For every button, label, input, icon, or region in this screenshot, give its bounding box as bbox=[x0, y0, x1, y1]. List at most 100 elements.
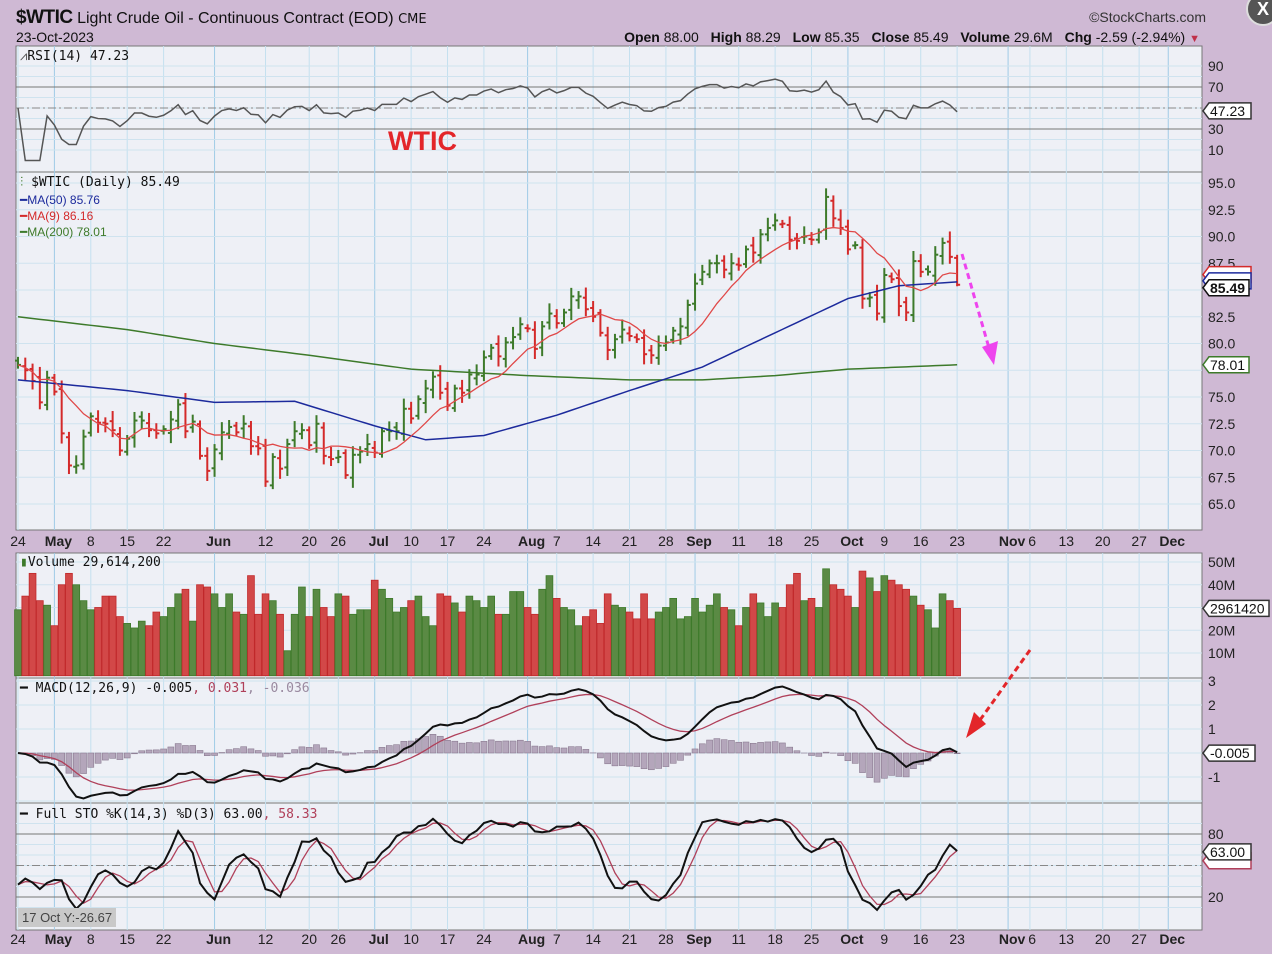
price-bar bbox=[568, 287, 575, 321]
volume-bar bbox=[28, 572, 37, 677]
price-bar bbox=[852, 241, 859, 250]
macd-tag-box bbox=[1202, 744, 1256, 762]
bottom-date-label: Oct bbox=[840, 931, 864, 947]
price-tick: 82.5 bbox=[1208, 309, 1235, 325]
price-bar bbox=[633, 333, 640, 343]
date-label: May bbox=[45, 533, 72, 549]
rsi-icon: ⩘ bbox=[20, 49, 28, 64]
bottom-date-label: 12 bbox=[258, 931, 274, 947]
macd-histogram-bar bbox=[677, 752, 684, 761]
macd-histogram-bar bbox=[742, 741, 750, 754]
price-bar bbox=[888, 272, 895, 284]
macd-histogram-bar bbox=[560, 747, 568, 754]
panel-price bbox=[15, 171, 1203, 531]
price-bar bbox=[277, 449, 284, 479]
macd-histogram-bar bbox=[815, 752, 823, 757]
exchange: CME bbox=[398, 12, 427, 27]
macd-histogram-bar bbox=[87, 752, 95, 768]
price-bar bbox=[44, 370, 51, 411]
date-label: 7 bbox=[553, 533, 561, 549]
volume-bar bbox=[378, 588, 386, 677]
macd-histogram-bar bbox=[655, 752, 662, 769]
macd-histogram-bar bbox=[837, 752, 844, 756]
volume-bar bbox=[501, 613, 510, 677]
sto-tag-box bbox=[1202, 843, 1252, 861]
date-label: 28 bbox=[658, 533, 674, 549]
price-bar bbox=[757, 229, 764, 264]
volume-tick: 50M bbox=[1208, 554, 1235, 570]
bottom-date-label: Nov bbox=[999, 931, 1026, 947]
volume-bar bbox=[421, 616, 430, 677]
bottom-date-label: 23 bbox=[949, 931, 965, 947]
price-bar bbox=[859, 239, 866, 309]
volume-bar bbox=[582, 616, 590, 677]
price-bar bbox=[116, 427, 123, 456]
price-bar bbox=[743, 245, 749, 268]
macd-histogram-bar bbox=[662, 752, 670, 767]
price-bar bbox=[793, 233, 800, 250]
volume-bar bbox=[538, 588, 546, 677]
volume-bar bbox=[676, 618, 685, 677]
macd-histogram-bar bbox=[786, 746, 793, 754]
macd-histogram-bar bbox=[349, 752, 357, 755]
macd-histogram-bar bbox=[720, 739, 728, 754]
magenta-dashed-arrow bbox=[960, 253, 991, 349]
macd-legend: ━ MACD(12,26,9) -0.005, 0.031, -0.036 bbox=[20, 681, 310, 696]
date-label: 10 bbox=[403, 533, 419, 549]
volume-bar bbox=[57, 584, 66, 677]
volume-bar bbox=[858, 570, 867, 677]
volume-bar bbox=[349, 613, 357, 677]
macd-histogram-bar bbox=[517, 739, 524, 754]
date-label: 6 bbox=[1028, 533, 1036, 549]
macd-histogram-bar bbox=[189, 745, 197, 754]
volume-bar bbox=[327, 616, 335, 677]
macd-tick: 3 bbox=[1208, 673, 1216, 689]
macd-histogram-bar bbox=[153, 749, 160, 754]
volume-bar bbox=[815, 607, 823, 677]
macd-histogram-bar bbox=[65, 752, 73, 774]
price-bar bbox=[786, 216, 793, 250]
price-bar bbox=[939, 237, 946, 265]
bottom-date-label: 10 bbox=[403, 931, 419, 947]
bottom-date-label: Jul bbox=[369, 931, 389, 947]
price-tag: 85.49 bbox=[1202, 279, 1250, 297]
macd-histogram-bar bbox=[757, 742, 764, 754]
macd-histogram-bar bbox=[436, 735, 444, 754]
macd-histogram-bar bbox=[327, 750, 335, 754]
price-tick: 67.5 bbox=[1208, 469, 1235, 485]
volume-bar bbox=[567, 609, 576, 677]
panel-sto bbox=[15, 802, 1203, 931]
volume-bar bbox=[43, 604, 51, 677]
macd-histogram-bar bbox=[844, 752, 852, 762]
price-bar bbox=[684, 299, 691, 337]
price-bar bbox=[65, 431, 72, 475]
price-bar bbox=[531, 321, 538, 360]
volume-bar bbox=[487, 595, 495, 677]
volume-bar bbox=[239, 613, 248, 677]
close-value: 85.49 bbox=[913, 29, 949, 45]
bottom-date-label: 28 bbox=[658, 931, 674, 947]
volume-bar bbox=[50, 625, 59, 677]
price-bar bbox=[655, 335, 662, 365]
macd-histogram-bar bbox=[851, 752, 859, 764]
close-label: Close bbox=[871, 29, 910, 45]
macd-histogram-bar bbox=[211, 752, 218, 756]
macd-histogram-bar bbox=[480, 741, 488, 754]
sto-tick: 80 bbox=[1208, 826, 1224, 842]
macd-histogram-bar bbox=[873, 752, 881, 783]
macd-histogram-bar bbox=[225, 749, 233, 754]
bottom-date-label: Sep bbox=[686, 931, 712, 947]
price-bar bbox=[903, 296, 910, 322]
price-bar bbox=[109, 411, 116, 438]
price-tick: 70.0 bbox=[1208, 443, 1235, 459]
volume-bar bbox=[822, 568, 830, 677]
sto-d-line bbox=[17, 819, 958, 906]
macd-histogram-bar bbox=[262, 752, 269, 757]
bottom-date-label: 24 bbox=[10, 931, 26, 947]
volume-label: Volume bbox=[960, 29, 1010, 45]
volume-bar bbox=[662, 607, 670, 677]
macd-histogram-bar bbox=[487, 739, 495, 754]
macd-signal-text: , 0.031 bbox=[192, 681, 247, 696]
volume-bar bbox=[873, 591, 881, 677]
price-bar bbox=[87, 412, 94, 437]
